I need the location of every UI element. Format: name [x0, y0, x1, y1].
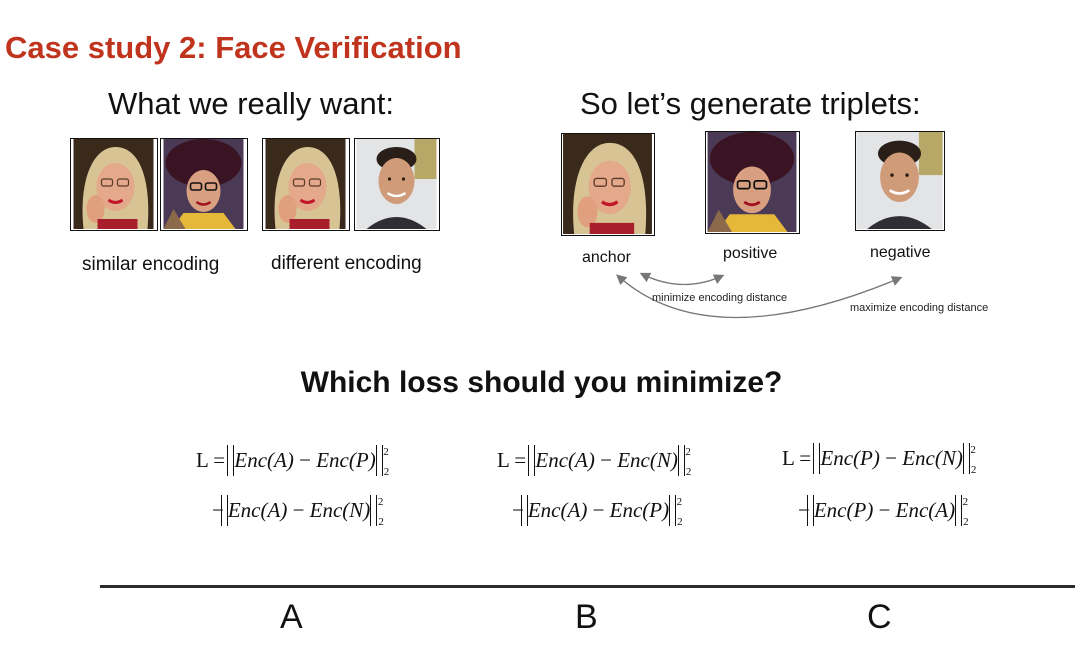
formula-c-line2: − Enc(P) − Enc(A) 22: [798, 495, 969, 528]
choice-b[interactable]: B: [575, 598, 598, 636]
maximize-arrow: [616, 274, 903, 319]
choice-c[interactable]: C: [867, 598, 892, 636]
minimize-arrow: [639, 272, 725, 286]
positive-photo: [705, 131, 800, 234]
man-photo: [354, 138, 440, 231]
triplet-arrows: [616, 272, 903, 319]
similar-encoding-label: similar encoding: [82, 254, 220, 275]
formula-b-line2: − Enc(A) − Enc(P) 22: [512, 495, 683, 528]
right-heading: So let’s generate triplets:: [580, 86, 921, 121]
positive-label: positive: [723, 245, 778, 262]
formula-b-line1: L = Enc(A) − Enc(N) 22: [497, 445, 692, 478]
minimize-distance-label: minimize encoding distance: [652, 292, 788, 304]
left-heading: What we really want:: [108, 86, 394, 121]
slide-title: Case study 2: Face Verification: [5, 30, 462, 65]
question-heading: Which loss should you minimize?: [300, 366, 783, 399]
divider-line: [100, 585, 1075, 588]
formula-c-line1: L = Enc(P) − Enc(N) 22: [782, 443, 977, 476]
hat-woman-photo: [160, 138, 248, 231]
negative-label: negative: [870, 244, 931, 261]
anchor-photo: [561, 133, 655, 236]
anchor-label: anchor: [582, 249, 631, 266]
formula-a-line1: L = Enc(A) − Enc(P) 22: [196, 445, 390, 478]
maximize-distance-label: maximize encoding distance: [850, 302, 989, 314]
negative-photo: [855, 131, 945, 231]
blonde-woman-photo: [70, 138, 158, 231]
different-encoding-label: different encoding: [271, 253, 422, 274]
formula-a-line2: − Enc(A) − Enc(N) 22: [212, 495, 384, 528]
choice-a[interactable]: A: [280, 598, 303, 636]
blonde-woman-photo-2: [262, 138, 350, 231]
